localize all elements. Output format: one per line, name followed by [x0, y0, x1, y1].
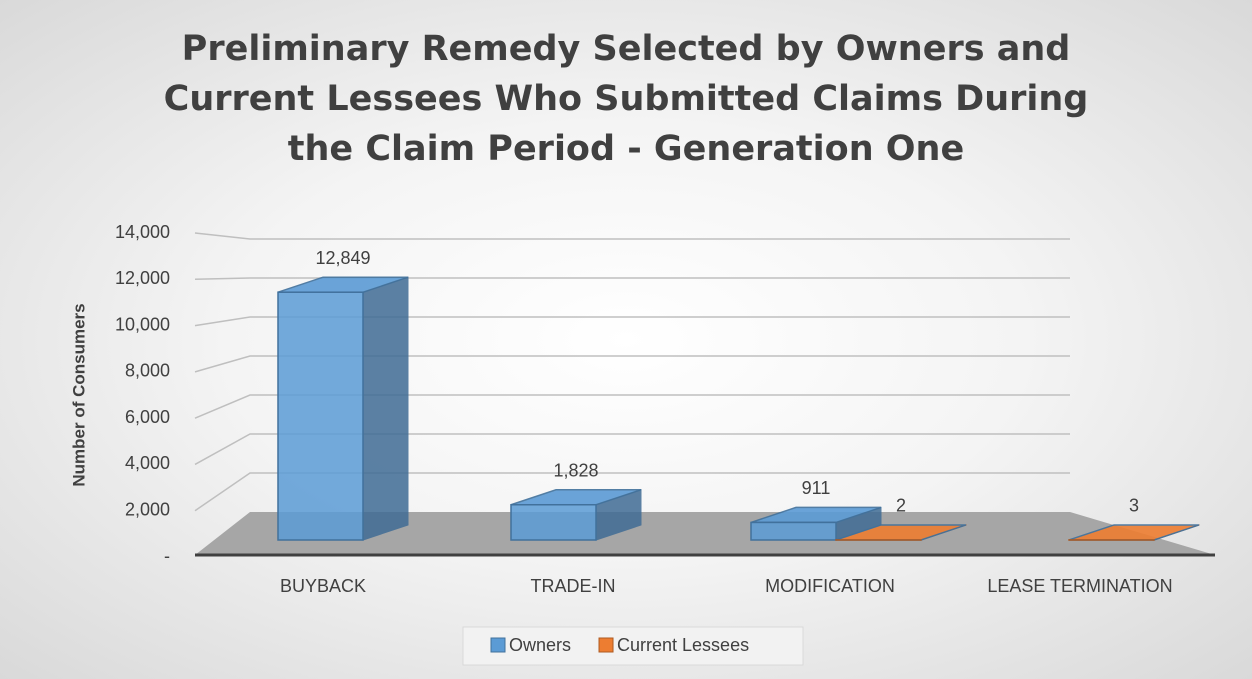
y-tick-label: 14,000: [115, 222, 170, 242]
x-tick-label: LEASE TERMINATION: [987, 576, 1172, 596]
x-tick-label: MODIFICATION: [765, 576, 895, 596]
data-label: 2: [896, 496, 906, 516]
data-label: 3: [1129, 496, 1139, 516]
y-tick-label: 6,000: [125, 407, 170, 427]
legend-label: Current Lessees: [617, 635, 749, 655]
legend-box: [462, 626, 804, 666]
grid-line: [194, 316, 1070, 327]
legend-label: Owners: [509, 635, 571, 655]
bar-front: [510, 503, 597, 541]
data-label: 1,828: [553, 460, 598, 480]
y-tick-label: -: [164, 546, 170, 566]
y-tick-label: 2,000: [125, 499, 170, 519]
grid-line: [194, 394, 1070, 419]
y-tick-label: 12,000: [115, 268, 170, 288]
grid-line: [194, 355, 1070, 373]
y-tick-label: 8,000: [125, 361, 170, 381]
y-tick-label: 10,000: [115, 314, 170, 334]
data-label: 911: [802, 478, 831, 498]
grid-line: [194, 277, 1070, 281]
data-label: 12,849: [315, 248, 370, 268]
y-tick-label: 4,000: [125, 453, 170, 473]
legend-swatch: [598, 637, 614, 653]
floor: [195, 512, 1215, 555]
bar-front: [277, 291, 364, 541]
y-axis-title: Number of Consumers: [69, 303, 88, 486]
grid-line: [194, 472, 1070, 512]
legend-swatch: [490, 637, 506, 653]
bar-side: [362, 276, 409, 541]
x-tick-label: BUYBACK: [280, 576, 366, 596]
grid-line: [194, 433, 1070, 466]
chart-title: Preliminary Remedy Selected by Owners an…: [163, 29, 1089, 169]
grid-line: [194, 232, 1070, 240]
bar-front: [750, 521, 837, 541]
x-tick-label: TRADE-IN: [531, 576, 616, 596]
